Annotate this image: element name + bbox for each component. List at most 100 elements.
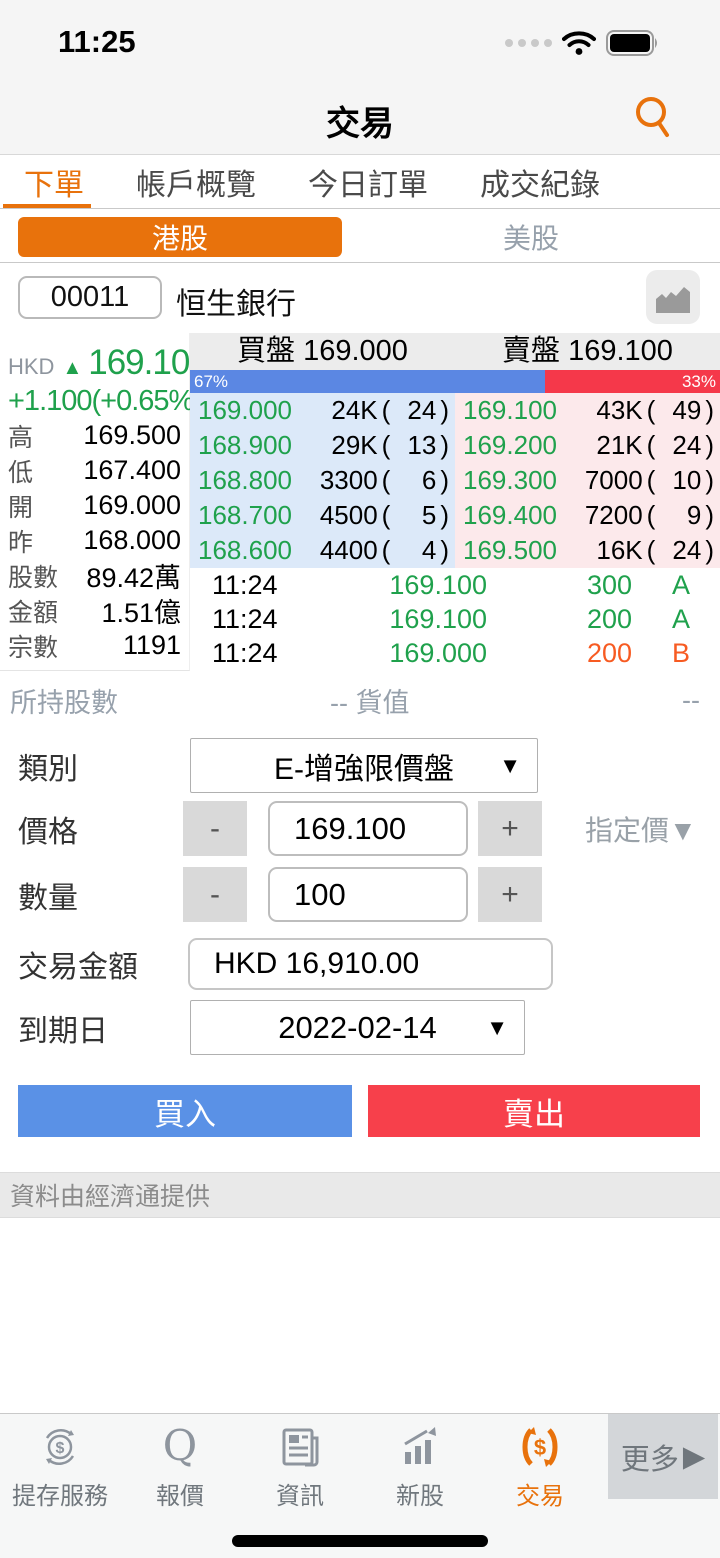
svg-text:$: $	[534, 1435, 546, 1460]
last-price: 169.100	[88, 343, 209, 382]
status-icons	[505, 30, 660, 56]
tab-place-order[interactable]: 下單	[24, 169, 84, 202]
news-icon	[277, 1424, 323, 1470]
depth-row: 168.800 3300(6) 169.300 7000(10)	[190, 463, 720, 498]
bid-level-4[interactable]: 168.700 4500(5)	[190, 498, 455, 533]
quantity-label: 數量	[18, 881, 78, 915]
bid-level-2[interactable]: 168.900 29K(13)	[190, 428, 455, 463]
deposit-withdraw-icon: $	[37, 1424, 83, 1470]
ask-level-5[interactable]: 169.500 16K(24)	[455, 533, 720, 568]
market-value-label: 貨值	[355, 687, 410, 718]
price-change: +1.100(+0.65%)	[8, 385, 203, 417]
nav-item-trade[interactable]: $ 交易	[480, 1424, 600, 1511]
price-input[interactable]: 169.100	[268, 801, 468, 856]
price-row: 價格 - 169.100 + 指定價▼	[0, 800, 720, 857]
segment-us-stocks[interactable]: 美股	[502, 223, 559, 254]
stat-open: 開 169.000	[8, 490, 181, 522]
bid-header: 買盤 169.000	[237, 335, 408, 367]
trade-tab-bar: 下單 帳戶概覽 今日訂單 成交紀錄	[0, 156, 720, 209]
nav-item-ipo[interactable]: 新股	[360, 1424, 480, 1511]
stock-code-input[interactable]: 00011	[18, 276, 162, 319]
quantity-input[interactable]: 100	[268, 867, 468, 922]
tab-today-orders[interactable]: 今日訂單	[308, 169, 428, 202]
chevron-down-icon: ▼	[486, 1014, 508, 1040]
stock-name: 恒生銀行	[176, 288, 296, 321]
status-time: 11:25	[58, 24, 136, 59]
active-tab-underline	[3, 204, 91, 208]
quantity-row: 數量 - 100 +	[0, 866, 720, 923]
sell-button[interactable]: 賣出	[368, 1085, 700, 1137]
ask-level-3[interactable]: 169.300 7000(10)	[455, 463, 720, 498]
chevron-down-icon: ▼	[499, 752, 521, 778]
stat-prev-close: 昨 168.000	[8, 525, 181, 557]
expiry-row: 到期日 2022-02-14 ▼	[0, 1000, 720, 1055]
depth-header: 買盤 169.000 賣盤 169.100	[190, 333, 720, 370]
bid-level-5[interactable]: 168.600 4400(4)	[190, 533, 455, 568]
depth-panel: 買盤 169.000 賣盤 169.100 67% 33% 169.000 24K…	[190, 333, 720, 676]
stat-high: 高 169.500	[8, 420, 181, 452]
price-label: 價格	[18, 815, 78, 849]
market-segment: 港股 美股	[0, 210, 720, 263]
expiry-label: 到期日	[18, 1014, 108, 1048]
svg-text:Q: Q	[163, 1424, 197, 1470]
wifi-icon	[562, 30, 596, 56]
home-indicator[interactable]	[232, 1535, 488, 1547]
quote-icon: Q	[157, 1424, 203, 1470]
data-provider-note: 資料由經濟通提供	[0, 1172, 720, 1218]
price-mode-dropdown[interactable]: 指定價▼	[585, 814, 697, 846]
stat-trades-count: 宗數 1191	[8, 630, 181, 662]
nav-item-deposit-services[interactable]: $ 提存服務	[0, 1424, 120, 1511]
price-increase-button[interactable]: +	[478, 801, 542, 856]
search-icon[interactable]	[630, 92, 678, 140]
nav-item-news[interactable]: 資訊	[240, 1424, 360, 1511]
ipo-chart-icon	[397, 1424, 443, 1470]
bid-percent: 67%	[190, 370, 546, 393]
segment-hk-stocks[interactable]: 港股	[18, 217, 342, 257]
holdings-row: 所持股數 -- 貨值 --	[0, 676, 720, 724]
stat-turnover: 金額 1.51億	[8, 598, 181, 628]
order-type-select[interactable]: E-增強限價盤 ▼	[190, 738, 538, 793]
ask-level-4[interactable]: 169.400 7200(9)	[455, 498, 720, 533]
battery-icon	[606, 30, 660, 56]
holdings-shares: --	[330, 687, 348, 718]
bid-level-3[interactable]: 168.800 3300(6)	[190, 463, 455, 498]
header: 11:25 交易	[0, 0, 720, 155]
ask-header: 賣盤 169.100	[502, 335, 673, 367]
chart-icon[interactable]	[646, 270, 700, 324]
tab-trade-records[interactable]: 成交紀錄	[480, 169, 600, 202]
quantity-increase-button[interactable]: +	[478, 867, 542, 922]
expiry-date-select[interactable]: 2022-02-14 ▼	[190, 1000, 525, 1055]
stat-volume: 股數 89.42萬	[8, 563, 181, 593]
stock-row: 00011 恒生銀行	[0, 264, 720, 332]
buy-button[interactable]: 買入	[18, 1085, 352, 1137]
more-arrow-icon: ▶	[682, 1441, 706, 1473]
nav-item-quotes[interactable]: Q 報價	[120, 1424, 240, 1511]
trade-tick-row: 11:24 169.100 200 A	[212, 603, 690, 634]
status-bar: 11:25	[0, 0, 720, 80]
trade-tick-row: 11:24 169.100 300 A	[212, 569, 690, 600]
holdings-label: 所持股數	[10, 687, 118, 718]
ask-level-2[interactable]: 169.200 21K(24)	[455, 428, 720, 463]
cellular-signal-icon	[505, 39, 552, 47]
depth-row: 168.600 4400(4) 169.500 16K(24)	[190, 533, 720, 568]
tab-account-overview[interactable]: 帳戶概覽	[136, 169, 256, 202]
bid-level-1[interactable]: 169.000 24K(24)	[190, 393, 455, 428]
ask-level-1[interactable]: 169.100 43K(49)	[455, 393, 720, 428]
trade-dollar-icon: $	[517, 1424, 563, 1470]
order-form: 類別 E-增強限價盤 ▼ 價格 - 169.100 + 指定價▼ 數量 - 10…	[0, 724, 720, 1154]
order-type-label: 類別	[18, 752, 78, 786]
more-button[interactable]: 更多 ▶	[608, 1414, 718, 1499]
currency-label: HKD	[8, 354, 55, 379]
stat-low: 低 167.400	[8, 455, 181, 487]
quantity-decrease-button[interactable]: -	[183, 867, 247, 922]
amount-label: 交易金額	[18, 951, 138, 984]
svg-text:$: $	[56, 1440, 65, 1457]
depth-row: 168.900 29K(13) 169.200 21K(24)	[190, 428, 720, 463]
page-title: 交易	[326, 105, 394, 143]
title-row: 交易	[0, 80, 720, 155]
depth-row: 169.000 24K(24) 169.100 43K(49)	[190, 393, 720, 428]
price-decrease-button[interactable]: -	[183, 801, 247, 856]
